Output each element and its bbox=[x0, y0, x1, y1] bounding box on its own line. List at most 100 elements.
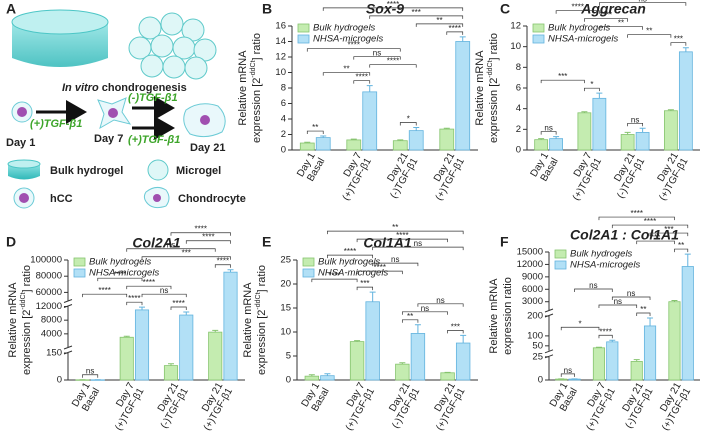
x-tick-label: Day 7(+)TGF-β1 bbox=[341, 150, 374, 202]
error-bar bbox=[123, 335, 130, 338]
y-tick-label: 50 bbox=[532, 340, 543, 351]
significance-label: ns bbox=[86, 367, 94, 376]
y-tick-label: 10 bbox=[280, 327, 291, 338]
bar bbox=[439, 128, 455, 151]
y-axis-label-part: expression [2 bbox=[256, 310, 268, 375]
y-tick-label: 5 bbox=[286, 351, 291, 362]
significance-label: ns bbox=[373, 49, 381, 58]
error-bar bbox=[413, 127, 420, 131]
significance-label: ** bbox=[678, 241, 684, 250]
significance-label: ns bbox=[544, 124, 552, 133]
y-axis-label: Relative mRNA expression [2-ddCt] ratio bbox=[7, 265, 33, 375]
y-tick-label: 150 bbox=[46, 348, 62, 359]
significance-bracket bbox=[170, 306, 187, 310]
error-bar bbox=[369, 291, 376, 302]
significance-label: *** bbox=[558, 72, 567, 81]
y-tick-label: 2 bbox=[516, 124, 521, 135]
y-axis-label-line: Relative mRNA bbox=[474, 50, 486, 126]
significance-bracket bbox=[322, 72, 371, 76]
legend-text: Bulk hydrogel bbox=[50, 165, 123, 177]
error-bar bbox=[366, 85, 373, 92]
y-tick-label: 4000 bbox=[41, 328, 62, 339]
significance-bracket bbox=[611, 296, 651, 300]
chart-title: Col1A1 bbox=[363, 235, 411, 251]
significance-label: ** bbox=[646, 27, 652, 36]
bulk-hydrogel-drawing bbox=[12, 22, 108, 67]
legend-swatch bbox=[297, 23, 310, 33]
significance-bracket bbox=[306, 130, 324, 135]
significance-label: ** bbox=[392, 223, 398, 232]
day-label: Day 1 bbox=[6, 137, 35, 149]
significance-label: ns bbox=[391, 255, 399, 264]
x-tick-label: Day 7(+)TGF-β1 bbox=[585, 380, 618, 432]
significance-label: ** bbox=[640, 305, 646, 314]
significance-bracket bbox=[82, 293, 128, 298]
significance-label: ** bbox=[343, 65, 349, 74]
y-tick-label: 6000 bbox=[522, 284, 543, 295]
significance-bracket bbox=[598, 216, 675, 221]
significance-bracket bbox=[649, 232, 689, 237]
significance-bracket bbox=[560, 326, 600, 331]
bar bbox=[549, 138, 564, 151]
significance-bracket bbox=[322, 7, 464, 11]
significance-bracket bbox=[356, 238, 448, 243]
error-bar bbox=[320, 135, 327, 138]
y-axis-label-part: -ddCt bbox=[255, 292, 262, 309]
y-tick-label: 12 bbox=[510, 21, 521, 32]
y-tick-label: 25 bbox=[280, 255, 291, 266]
bar bbox=[299, 142, 315, 151]
y-tick-label: 0 bbox=[516, 145, 521, 156]
legend-label: NHSA-microgels bbox=[548, 34, 618, 45]
significance-label: **** bbox=[202, 233, 214, 242]
error-bar bbox=[139, 306, 146, 310]
significance-bracket bbox=[372, 246, 464, 251]
significance-label: ns bbox=[414, 239, 422, 248]
bar bbox=[362, 91, 378, 151]
significance-bracket bbox=[560, 373, 575, 377]
panel-label: C bbox=[500, 1, 510, 17]
legend-icon bbox=[19, 193, 29, 203]
chart-title: Col2A1 : Col1A1 bbox=[570, 227, 679, 243]
significance-bracket bbox=[401, 311, 448, 315]
y-tick-label: 9000 bbox=[522, 271, 543, 282]
y-tick-label: 16 bbox=[275, 21, 286, 32]
legend-swatch bbox=[297, 34, 310, 44]
error-bar bbox=[459, 36, 466, 42]
axis-break bbox=[63, 345, 73, 350]
y-axis-label-line: expression ratio bbox=[502, 277, 514, 355]
bar bbox=[349, 341, 365, 381]
significance-label: ns bbox=[614, 297, 622, 306]
error-bar bbox=[684, 253, 691, 267]
y-tick-label: 10 bbox=[275, 67, 286, 78]
bar bbox=[643, 325, 657, 381]
axis-break bbox=[63, 304, 73, 308]
y-axis-label-line: expression [2-ddCt] ratio bbox=[255, 265, 268, 375]
significance-bracket bbox=[584, 87, 600, 92]
bar bbox=[410, 333, 426, 381]
significance-label: *** bbox=[651, 233, 660, 242]
x-tick-label: Day 7(+)TGF-β1 bbox=[344, 380, 377, 432]
significance-bracket bbox=[353, 56, 401, 60]
significance-bracket bbox=[447, 330, 464, 334]
caption: chondrogenesis bbox=[102, 82, 187, 94]
significance-label: ** bbox=[312, 123, 318, 132]
day-label: Day 21 bbox=[190, 142, 225, 154]
error-bar bbox=[167, 363, 174, 366]
legend-label: NHSA-microgels bbox=[313, 34, 383, 45]
error-bar bbox=[443, 127, 450, 130]
significance-label: **** bbox=[572, 3, 584, 12]
bar bbox=[592, 347, 606, 381]
significance-label: * bbox=[407, 115, 410, 124]
significance-bracket bbox=[636, 312, 651, 316]
significance-bracket bbox=[356, 286, 374, 291]
bar bbox=[577, 112, 592, 151]
error-bar bbox=[633, 359, 640, 362]
panel-label: F bbox=[500, 234, 509, 250]
significance-label: **** bbox=[195, 225, 207, 234]
bar bbox=[455, 41, 471, 151]
significance-label: *** bbox=[412, 8, 421, 17]
nucleus bbox=[17, 107, 27, 117]
y-tick-label: 8 bbox=[281, 83, 286, 94]
